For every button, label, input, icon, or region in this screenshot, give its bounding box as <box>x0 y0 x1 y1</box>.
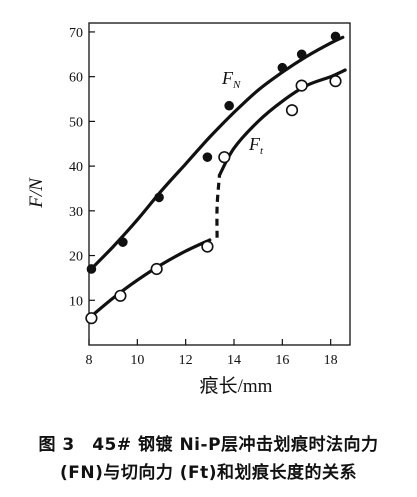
series-fn-point <box>277 62 288 73</box>
series-label-fn: FN <box>221 68 241 91</box>
plot-area <box>88 22 351 346</box>
series-ft-fit-line-low <box>87 238 212 320</box>
figure-caption-line-1: 图 3 45# 钢镀 Ni-P层冲击划痕时法向力 <box>38 435 379 455</box>
series-ft-point <box>201 240 214 253</box>
figure-caption-line-2: (FN)与切向力 (Ft)和划痕长度的关系 <box>59 463 358 483</box>
series-fn-point <box>296 49 307 60</box>
series-ft-jump-dashed <box>215 174 222 238</box>
y-tick-label: 40 <box>69 160 83 175</box>
series-ft-point <box>295 79 308 92</box>
series-fn-point <box>86 264 97 274</box>
series-ft-point <box>218 151 231 164</box>
y-tick-label: 70 <box>69 26 83 41</box>
plot-border <box>88 22 351 346</box>
series-ft-fit-line-high <box>217 68 347 177</box>
x-tick-label: 14 <box>227 353 241 368</box>
series-fn-point <box>154 192 164 203</box>
y-tick-label: 10 <box>69 294 83 309</box>
series-points <box>85 31 342 325</box>
series-fn-point <box>224 100 234 111</box>
series-curves <box>87 35 347 320</box>
series-labels: FN Ft <box>221 68 264 157</box>
series-ft-point <box>285 104 299 117</box>
series-fn-fit-line <box>87 35 345 273</box>
series-fn-point <box>118 237 128 247</box>
y-tick-label: 60 <box>69 71 83 86</box>
x-tick-label: 10 <box>130 353 144 368</box>
series-ft-point <box>329 75 342 88</box>
series-fn-point <box>202 152 213 162</box>
y-tick-label: 20 <box>69 250 83 265</box>
x-tick-label: 16 <box>275 353 289 368</box>
y-tick-label: 50 <box>69 115 83 130</box>
x-tick-label: 18 <box>324 353 338 368</box>
axis-ticks: 8 10 12 14 16 18 10 20 30 40 50 60 70 <box>69 26 338 368</box>
x-axis-label: 痕长/mm <box>200 375 273 397</box>
chart-svg: 8 10 12 14 16 18 10 20 30 40 50 60 70 FN Ft 痕长/mm F/N <box>26 22 351 397</box>
y-tick-label: 30 <box>69 205 83 220</box>
x-tick-label: 8 <box>86 353 93 368</box>
series-ft-point <box>114 289 127 302</box>
series-ft-point <box>85 312 98 325</box>
series-fn-point <box>330 31 341 42</box>
series-label-ft: Ft <box>248 134 264 157</box>
x-tick-label: 12 <box>179 353 193 368</box>
series-ft-point <box>150 262 163 276</box>
y-axis-label: F/N <box>26 177 47 209</box>
